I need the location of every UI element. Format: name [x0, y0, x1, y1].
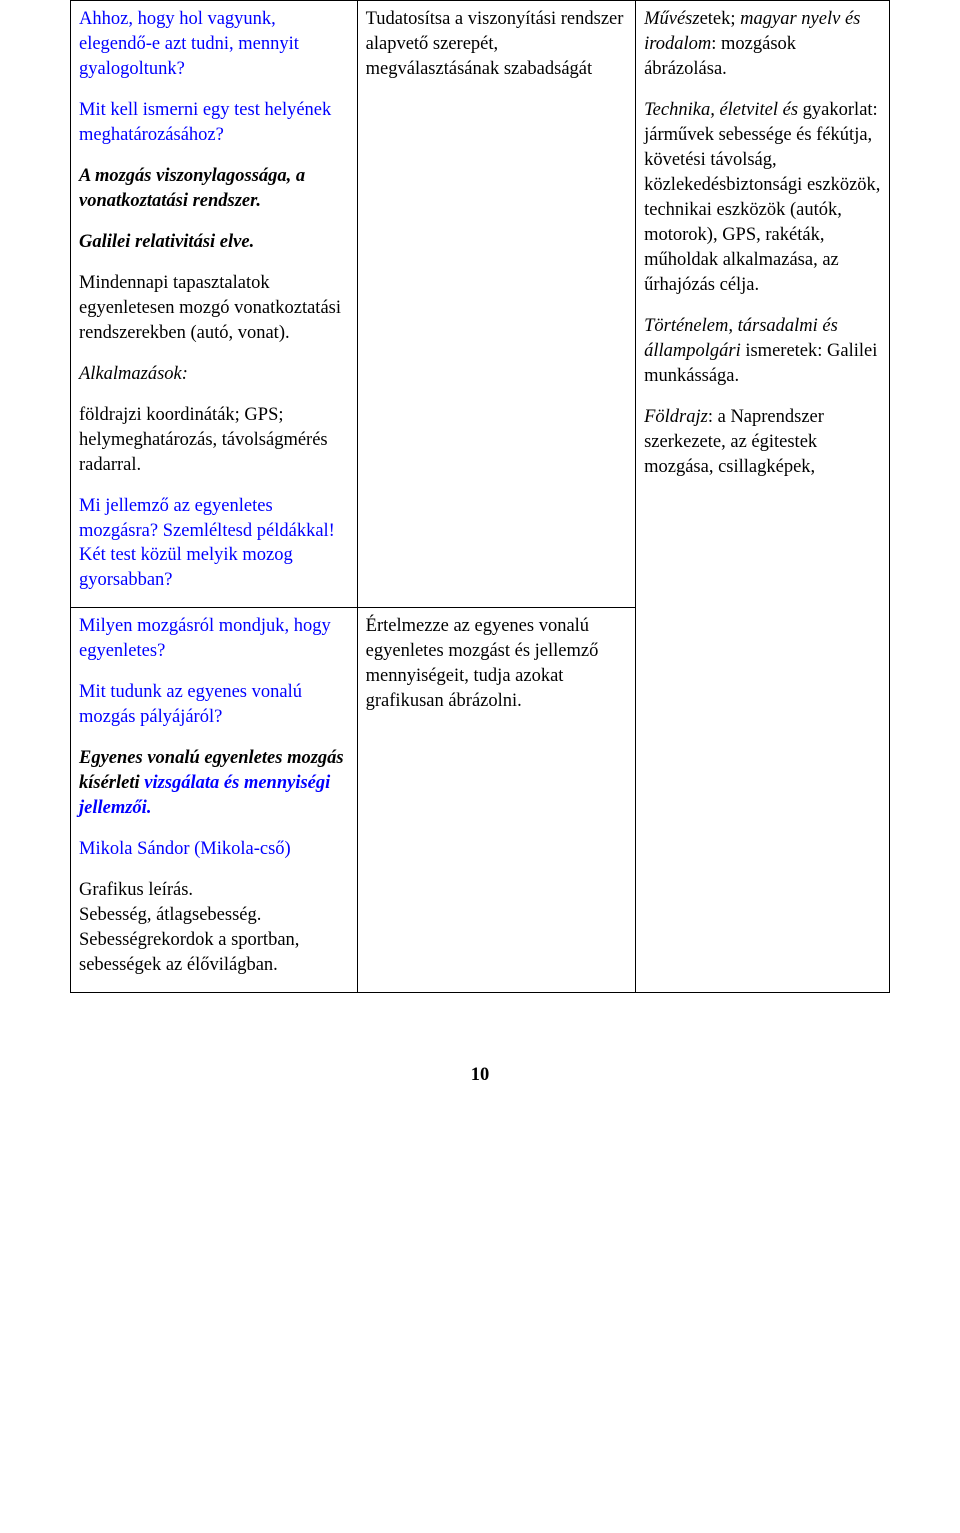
text-block: Földrajz: a Naprendszer szerkezete, az é… [644, 405, 881, 480]
text-span: at: járművek sebessége és fékútja, követ… [644, 100, 880, 295]
text-block: Történelem, társadalmi és állampolgári i… [644, 314, 881, 389]
cell-col2-row2: Értelmezze az egyenes vonalú egyenletes … [357, 608, 635, 993]
curriculum-table: Ahhoz, hogy hol vagyunk, elegendő-e azt … [70, 0, 890, 993]
text-block: földrajzi koordináták; GPS; helymeghatár… [79, 403, 349, 478]
text-block: Grafikus leírás. [79, 878, 349, 903]
text-block: Mit kell ismerni egy test helyének megha… [79, 98, 349, 148]
table-row: Ahhoz, hogy hol vagyunk, elegendő-e azt … [71, 1, 890, 608]
page-number: 10 [70, 1063, 890, 1088]
text-span: : a [708, 407, 731, 427]
text-span: Földrajz [644, 407, 708, 427]
text-block: Sebesség, átlagsebesség. [79, 903, 349, 928]
text-block: Ahhoz, hogy hol vagyunk, elegendő-e azt … [79, 7, 349, 82]
text-block: Értelmezze az egyenes vonalú egyenletes … [366, 614, 627, 714]
text-block: Tudatosítsa a viszonyítási rendszer alap… [366, 7, 627, 82]
text-span: ismer [745, 341, 786, 361]
cell-col3: Művészetek; magyar nyelv és irodalom: mo… [636, 1, 890, 993]
cell-col1-row1: Ahhoz, hogy hol vagyunk, elegendő-e azt … [71, 1, 358, 608]
text-block: Sebességrekordok a sportban, sebességek … [79, 928, 349, 978]
text-block: Milyen mozgásról mondjuk, hogy egyenlete… [79, 614, 349, 664]
text-block: Egyenes vonalú egyenletes mozgás kísérle… [79, 746, 349, 821]
document-page: Ahhoz, hogy hol vagyunk, elegendő-e azt … [0, 0, 960, 1128]
text-span: etek; [700, 9, 741, 29]
text-block: Galilei relativitási elve. [79, 230, 349, 255]
text-span: Művész [644, 9, 699, 29]
text-block: Mikola Sándor (Mikola-cső) [79, 837, 349, 862]
text-block: Mi jellemző az egyenletes mozgásra? Szem… [79, 494, 349, 544]
text-block: Technika, életvitel és gyakorlat: járműv… [644, 98, 881, 298]
text-block: A mozgás viszonylagossága, a vonatkoztat… [79, 164, 349, 214]
text-span: Szemléltesd példákkal! [158, 521, 335, 541]
cell-col2-row1: Tudatosítsa a viszonyítási rendszer alap… [357, 1, 635, 608]
text-span: gyakorl [803, 100, 860, 120]
text-block: Mit tudunk az egyenes vonalú mozgás pály… [79, 680, 349, 730]
text-block: Alkalmazások: [79, 362, 349, 387]
text-block: Mindennapi tapasztalatok egyenletesen mo… [79, 271, 349, 346]
text-block: Két test közül melyik mozog gyorsabban? [79, 543, 349, 593]
text-span: Technika, életvitel és [644, 100, 803, 120]
text-block: Művészetek; magyar nyelv és irodalom: mo… [644, 7, 881, 82]
cell-col1-row2: Milyen mozgásról mondjuk, hogy egyenlete… [71, 608, 358, 993]
